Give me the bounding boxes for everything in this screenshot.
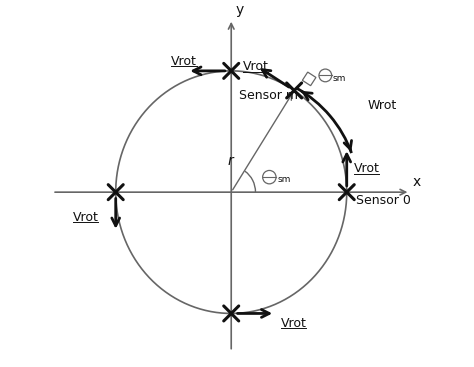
Text: r: r <box>228 154 234 168</box>
Text: Vrot: Vrot <box>73 211 99 224</box>
Text: Sensor m: Sensor m <box>239 88 298 102</box>
Text: Vrot: Vrot <box>281 317 307 330</box>
Text: x: x <box>412 175 421 189</box>
Text: Vrot: Vrot <box>354 163 380 175</box>
Text: sm: sm <box>277 175 291 184</box>
Text: Sensor 0: Sensor 0 <box>356 194 411 207</box>
Text: Wrot: Wrot <box>367 99 397 112</box>
Text: y: y <box>236 3 244 17</box>
Text: sm: sm <box>333 74 346 83</box>
Text: Vrot: Vrot <box>171 55 197 68</box>
Text: Vrot: Vrot <box>243 60 269 73</box>
